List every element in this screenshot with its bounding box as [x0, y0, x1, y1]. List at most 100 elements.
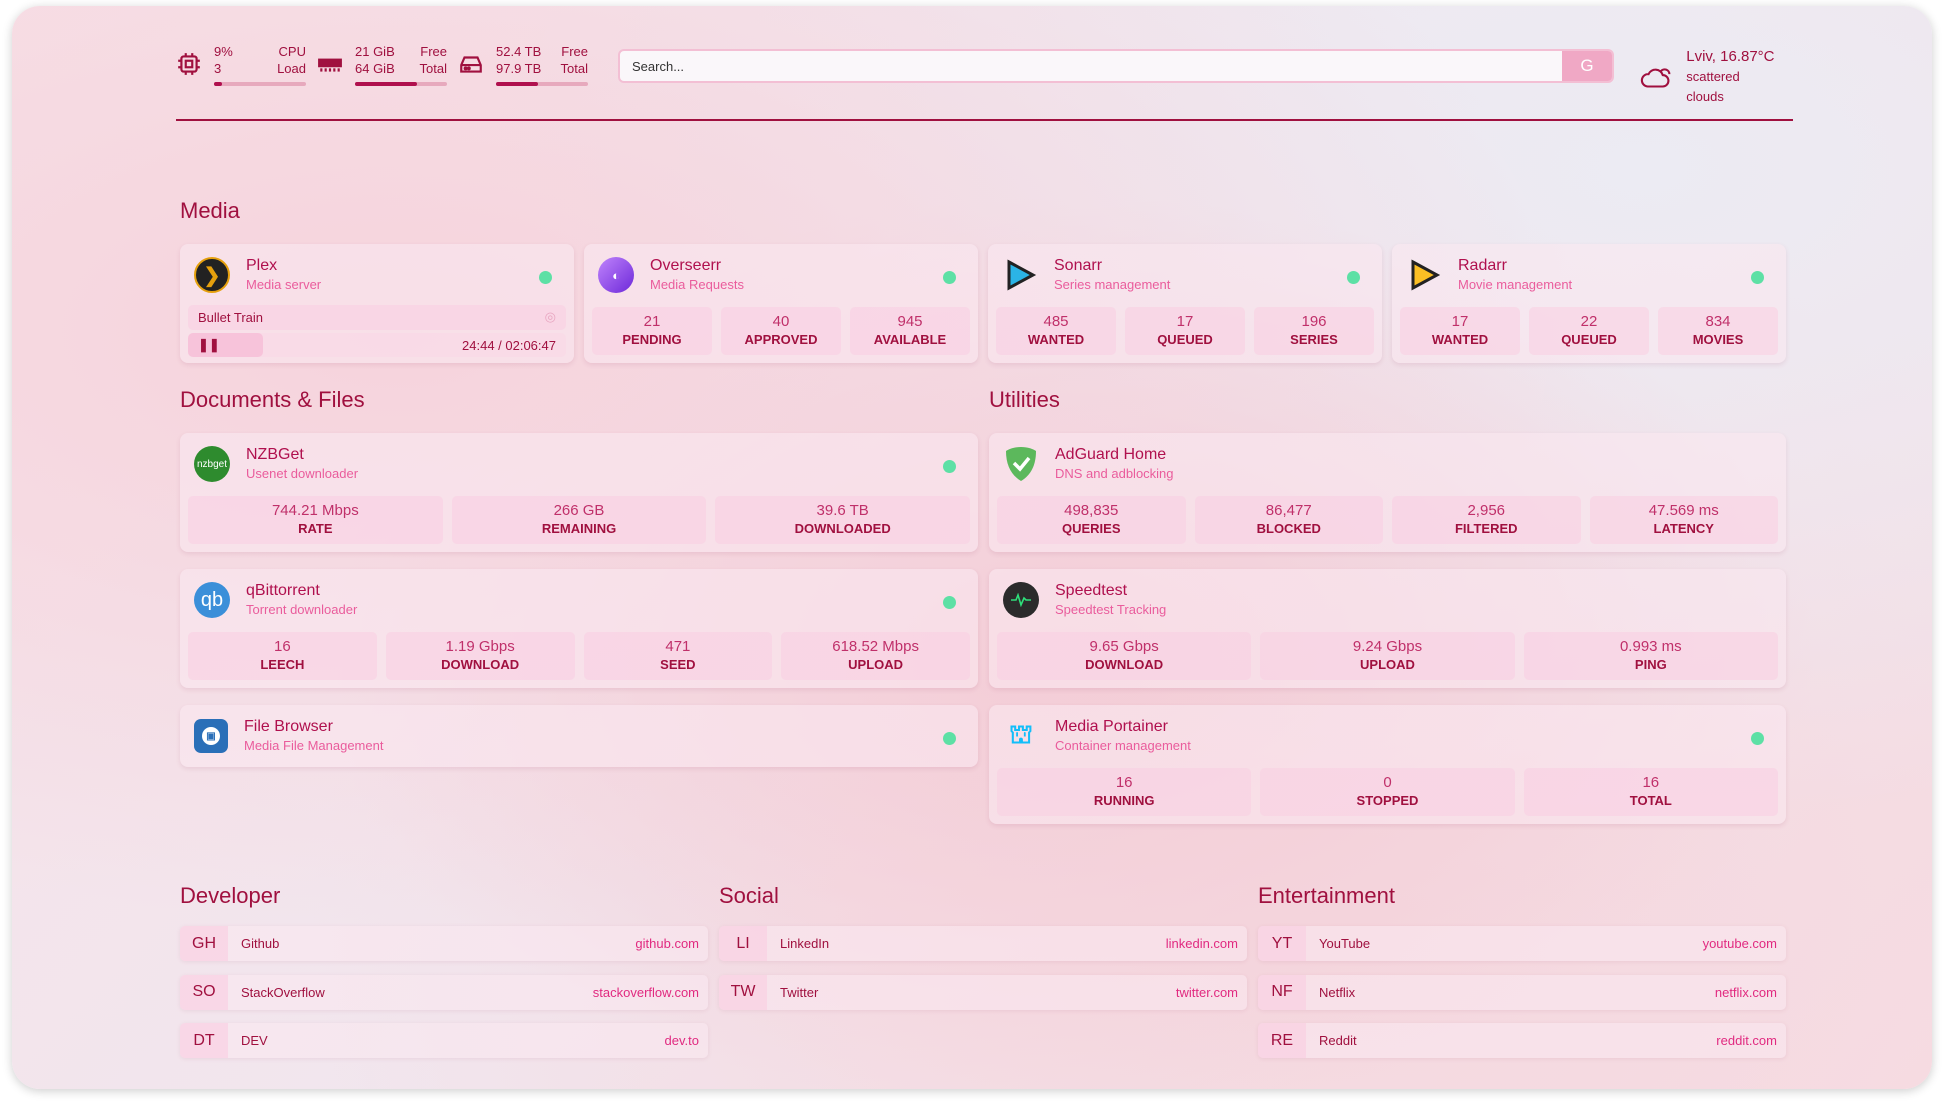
load-label: Load	[277, 61, 306, 76]
bookmark-reddit[interactable]: RE Reddit reddit.com	[1258, 1023, 1786, 1058]
stat-running: 16 RUNNING	[997, 768, 1252, 816]
disk-icon	[460, 56, 482, 73]
stat-label: UPLOAD	[1360, 657, 1415, 672]
weather-condition: scattered clouds	[1686, 69, 1740, 104]
status-dot	[1347, 271, 1360, 284]
cpu-widget: 9% CPU 3 Load	[176, 43, 306, 86]
stat-value: 471	[665, 638, 691, 655]
stat-value: 86,477	[1265, 502, 1312, 519]
stat-seed: 471 SEED	[583, 632, 773, 680]
section-heading-developer: Developer	[180, 883, 281, 908]
service-card-nzbget[interactable]: nzbget NZBGet Usenet downloader 744.21 Mbp…	[180, 433, 978, 552]
stat-value: 16	[274, 638, 291, 655]
stat-downloaded: 39.6 TB DOWNLOADED	[715, 496, 971, 544]
service-card-qbittorrent[interactable]: qb qBittorrent Torrent downloader 16 LEECH 1…	[180, 569, 978, 688]
now-playing-title: Bullet Train	[198, 310, 264, 325]
stat-value: 618.52 Mbps	[832, 638, 919, 655]
bookmark-url[interactable]: twitter.com	[1175, 984, 1238, 1000]
service-card-portainer[interactable]: ⛫ Media Portainer Container management 16 R…	[989, 705, 1786, 824]
stat-leech: 16 LEECH	[188, 632, 377, 680]
adguard-icon	[1003, 446, 1039, 482]
bookmark-abbr: NF	[1258, 974, 1306, 1010]
stat-queries: 498,835 QUERIES	[997, 496, 1186, 544]
stat-stopped: 0 STOPPED	[1260, 768, 1515, 816]
stat-value: 17	[1451, 313, 1469, 330]
bookmark-url[interactable]: dev.to	[664, 1033, 699, 1048]
bookmark-name: Netflix	[1319, 984, 1356, 1000]
cpu-label: CPU	[278, 44, 306, 59]
disk-bar	[496, 82, 588, 86]
service-description: Media Requests	[650, 277, 744, 292]
stat-value: 834	[1705, 313, 1731, 330]
service-card-adguard[interactable]: AdGuard Home DNS and adblocking 498,835 QU…	[989, 433, 1786, 552]
stat-label: WANTED	[1027, 332, 1085, 347]
bookmark-twitter[interactable]: TW Twitter twitter.com	[719, 974, 1247, 1010]
service-name: File Browser	[244, 718, 333, 735]
total-label: Total	[560, 61, 588, 76]
cpu-percent: 9%	[214, 44, 233, 59]
bookmark-url[interactable]: reddit.com	[1716, 1033, 1777, 1048]
nzbget-icon: nzbget	[194, 446, 230, 482]
bookmark-url[interactable]: github.com	[635, 936, 699, 951]
service-card-file-browser[interactable]: ▣ File Browser Media File Management	[180, 705, 978, 767]
bookmark-stackoverflow[interactable]: SO StackOverflow stackoverflow.com	[180, 974, 708, 1010]
stat-label: REMAINING	[541, 521, 617, 536]
stat-label: QUEUED	[1157, 332, 1213, 347]
bookmark-abbr: TW	[719, 974, 767, 1010]
search-engine-button[interactable]: G	[1562, 51, 1612, 81]
bookmark-name: Twitter	[780, 984, 819, 1000]
stat-label: TOTAL	[1629, 793, 1672, 808]
stat-value: 0	[1383, 774, 1392, 791]
service-card-overseerr[interactable]: ◐ Overseerr Media Requests 21 PENDING 40 APPR…	[584, 244, 978, 363]
bookmark-url[interactable]: netflix.com	[1714, 984, 1777, 1000]
bookmark-youtube[interactable]: YT YouTube youtube.com	[1258, 926, 1786, 961]
search-box: G	[618, 49, 1614, 83]
playback-time: 24:44 / 02:06:47	[462, 338, 556, 353]
file-browser-icon: ▣	[194, 719, 228, 753]
bookmark-name: Reddit	[1319, 1033, 1357, 1048]
stat-value: 485	[1043, 313, 1069, 330]
service-card-radarr[interactable]: Radarr Movie management 17 WANTED 22 QUEUED 8…	[1392, 244, 1786, 363]
free-label: Free	[561, 44, 588, 59]
free-label: Free	[420, 44, 447, 59]
bookmark-netflix[interactable]: NF Netflix netflix.com	[1258, 974, 1786, 1010]
bookmark-github[interactable]: GH Github github.com	[180, 926, 708, 961]
disk-widget: 52.4 TB Free 97.9 TB Total	[458, 43, 588, 86]
stat-rate: 744.21 Mbps RATE	[188, 496, 443, 544]
bookmark-abbr: SO	[180, 974, 228, 1010]
speedtest-icon	[1003, 582, 1039, 618]
service-description: Usenet downloader	[246, 466, 359, 481]
stat-label: AVAILABLE	[873, 332, 947, 347]
stat-series: 196 SERIES	[1254, 307, 1374, 355]
bookmark-linkedin[interactable]: LI LinkedIn linkedin.com	[719, 926, 1247, 961]
service-card-plex[interactable]: ❯ Plex Media server Bullet Train ◎ ❚❚ 24:4…	[180, 244, 574, 363]
bookmark-url[interactable]: youtube.com	[1702, 936, 1777, 951]
stat-value: 22	[1580, 313, 1598, 330]
stat-value: 196	[1301, 313, 1327, 330]
service-name: Radarr	[1458, 257, 1507, 274]
qbittorrent-icon: qb	[194, 582, 230, 618]
service-card-speedtest[interactable]: Speedtest Speedtest Tracking 9.65 Gbps DOW…	[989, 569, 1786, 688]
bookmark-url[interactable]: linkedin.com	[1165, 936, 1238, 951]
stat-label: MOVIES	[1692, 332, 1744, 347]
stat-value: 0.993 ms	[1619, 638, 1682, 655]
stat-label: DOWNLOAD	[1085, 657, 1164, 672]
stat-label: FILTERED	[1454, 521, 1518, 536]
stat-approved: 40 APPROVED	[721, 307, 841, 355]
header: 9% CPU 3 Load 21 GiB Free 64 GiB Total 52.4 …	[169, 43, 1776, 104]
weather-widget: Lviv, 16.87°C scattered clouds	[1640, 47, 1776, 107]
stat-label: UPLOAD	[848, 657, 904, 672]
stat-blocked: 86,477 BLOCKED	[1194, 496, 1383, 544]
bookmark-abbr: LI	[719, 926, 767, 961]
pause-icon[interactable]: ❚❚	[198, 337, 220, 352]
service-card-sonarr[interactable]: Sonarr Series management 485 WANTED 17 QUEUE…	[988, 244, 1382, 363]
search-input[interactable]	[620, 51, 1562, 81]
section-heading-documents: Documents & Files	[180, 387, 365, 412]
cloud-icon	[1640, 68, 1671, 88]
bookmark-abbr: GH	[180, 926, 228, 961]
bookmark-url[interactable]: stackoverflow.com	[592, 984, 699, 1000]
stat-label: LATENCY	[1653, 521, 1714, 536]
weather-location: Lviv, 16.87°C	[1686, 48, 1775, 65]
bookmark-dev[interactable]: DT DEV dev.to	[180, 1023, 708, 1058]
cpu-bar	[214, 82, 306, 86]
